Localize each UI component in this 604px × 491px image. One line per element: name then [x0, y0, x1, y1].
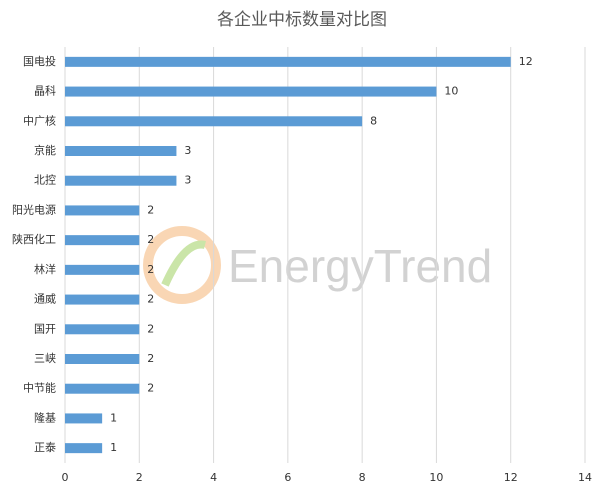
bar: [65, 116, 363, 127]
value-label: 1: [110, 441, 117, 454]
y-tick-label: 京能: [34, 143, 56, 157]
bar: [65, 86, 437, 97]
value-label: 1: [110, 411, 117, 424]
y-tick-label: 陕西化工: [12, 232, 56, 246]
x-tick-label: 8: [359, 471, 366, 484]
watermark-logo: [143, 226, 221, 304]
y-tick-label: 晶科: [34, 84, 56, 98]
bar: [65, 354, 140, 364]
value-label: 2: [147, 203, 154, 216]
value-label: 2: [147, 382, 154, 395]
value-label: 2: [147, 322, 154, 335]
y-tick-label: 中节能: [23, 381, 56, 395]
value-label: 2: [147, 352, 154, 365]
y-tick-label: 正泰: [34, 440, 56, 454]
y-tick-label: 林洋: [34, 262, 56, 276]
chart-title: 各企业中标数量对比图: [217, 10, 387, 30]
y-tick-label: 北控: [34, 173, 56, 187]
y-tick-label: 国开: [34, 322, 56, 335]
bar: [65, 264, 140, 275]
value-label: 2: [147, 233, 154, 246]
value-label: 2: [147, 293, 154, 306]
watermark: EnergyTrend: [228, 240, 492, 292]
x-tick-label: 6: [284, 471, 291, 484]
y-tick-label: 阳光电源: [12, 202, 56, 216]
bar: [65, 294, 140, 305]
value-label: 12: [519, 55, 533, 68]
x-tick-label: 14: [578, 471, 592, 484]
bar: [65, 383, 140, 394]
x-tick-label: 10: [429, 471, 443, 484]
value-label: 3: [184, 174, 191, 187]
y-tick-label: 国电投: [23, 54, 56, 68]
value-label: 10: [444, 85, 458, 98]
bar: [65, 205, 140, 216]
value-label: 2: [147, 263, 154, 276]
bar: [65, 443, 103, 454]
bar: [65, 413, 103, 424]
x-tick-label: 4: [210, 471, 217, 484]
y-tick-label: 隆基: [34, 410, 56, 424]
x-tick-label: 12: [504, 471, 518, 484]
x-tick-label: 0: [62, 471, 69, 484]
bar: [65, 235, 140, 246]
value-label: 8: [370, 114, 377, 127]
bar: [65, 324, 140, 335]
value-label: 3: [184, 144, 191, 157]
x-tick-label: 2: [136, 471, 143, 484]
bar: [65, 175, 177, 186]
y-tick-label: 中广核: [23, 113, 56, 127]
bar: [65, 146, 177, 156]
bar: [65, 56, 511, 67]
y-tick-label: 三峡: [34, 351, 56, 365]
y-tick-label: 通威: [34, 293, 56, 306]
